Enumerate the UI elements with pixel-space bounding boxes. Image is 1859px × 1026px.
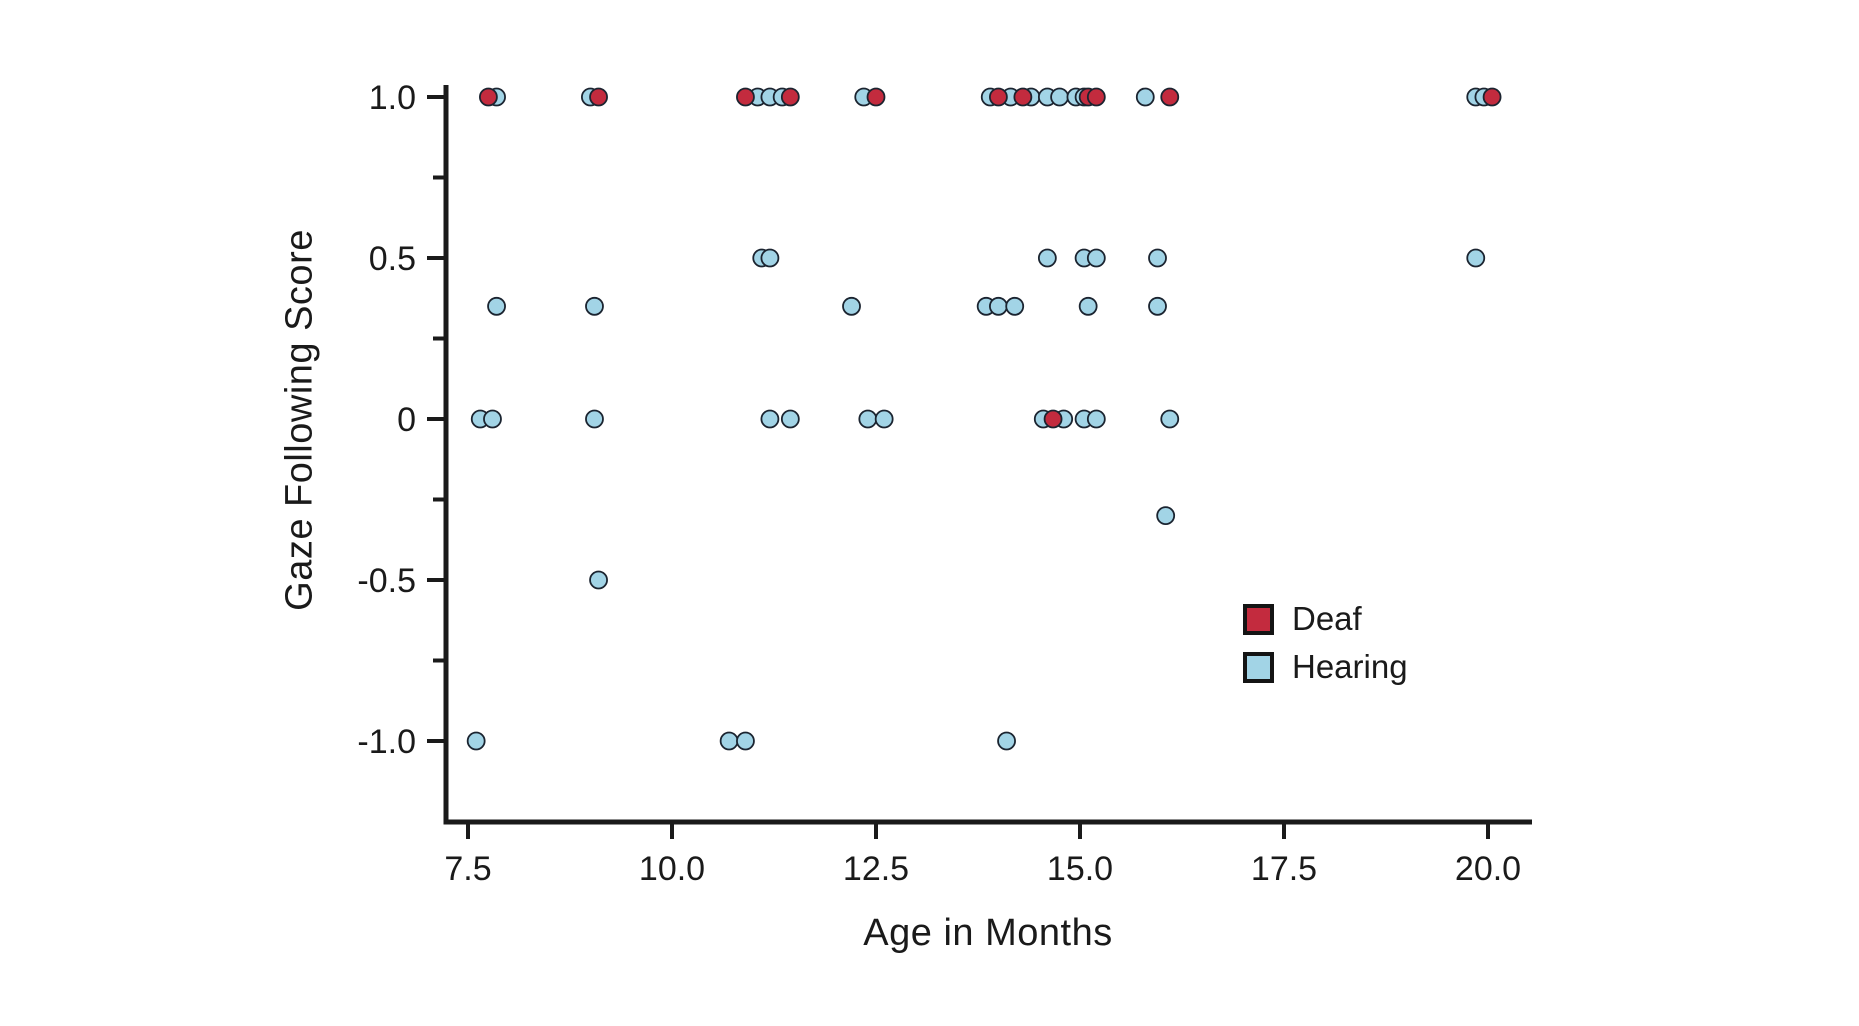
data-point-hearing bbox=[1078, 296, 1098, 316]
x-tick-label: 12.5 bbox=[843, 850, 909, 888]
y-tick-label: -1.0 bbox=[357, 723, 416, 761]
x-tick-label: 7.5 bbox=[444, 850, 491, 888]
data-point-deaf bbox=[1043, 409, 1063, 429]
data-point-deaf bbox=[1160, 87, 1180, 107]
legend-item-deaf: Deaf bbox=[1243, 600, 1408, 638]
data-point-hearing bbox=[585, 409, 604, 429]
data-point-hearing bbox=[780, 409, 800, 429]
data-point-hearing bbox=[1050, 87, 1069, 107]
legend-label-deaf: Deaf bbox=[1292, 600, 1362, 637]
axis-tick-labels: 7.5 10.0 12.5 15.0 17.5 20.0 1.0 0.5 0 -0.5 -1.0 bbox=[357, 79, 1521, 888]
x-tick-label: 17.5 bbox=[1251, 850, 1317, 888]
x-tick-label: 15.0 bbox=[1047, 850, 1113, 888]
data-point-hearing bbox=[1148, 248, 1167, 268]
x-tick-label: 10.0 bbox=[639, 850, 705, 888]
y-tick-label: 0.5 bbox=[369, 240, 416, 278]
data-point-hearing bbox=[1466, 248, 1486, 268]
data-point-hearing bbox=[487, 296, 506, 316]
data-point-hearing bbox=[1037, 248, 1057, 268]
data-point-deaf bbox=[1086, 87, 1106, 107]
deaf-swatch-icon bbox=[1243, 603, 1274, 635]
y-tick-label: 1.0 bbox=[369, 79, 416, 117]
data-point-deaf bbox=[780, 87, 800, 107]
data-point-hearing bbox=[589, 570, 608, 590]
data-point-hearing bbox=[858, 409, 878, 429]
data-points bbox=[466, 87, 1502, 751]
y-axis-title: Gaze Following Score bbox=[278, 229, 321, 611]
data-point-hearing bbox=[1005, 296, 1025, 316]
legend-item-hearing: Hearing bbox=[1243, 648, 1408, 686]
data-point-deaf bbox=[589, 87, 608, 107]
y-tick-label: 0 bbox=[397, 401, 416, 439]
data-point-hearing bbox=[989, 296, 1008, 316]
data-point-hearing bbox=[483, 409, 502, 429]
data-point-hearing bbox=[760, 409, 780, 429]
hearing-swatch-icon bbox=[1243, 651, 1274, 683]
data-point-hearing bbox=[1156, 506, 1176, 525]
data-point-hearing bbox=[1148, 296, 1167, 316]
data-point-hearing bbox=[997, 731, 1016, 751]
data-point-hearing bbox=[842, 296, 861, 316]
data-point-hearing bbox=[1135, 87, 1155, 107]
legend-label-hearing: Hearing bbox=[1292, 648, 1408, 685]
data-point-hearing bbox=[1160, 409, 1180, 429]
y-tick-label: -0.5 bbox=[357, 562, 416, 600]
data-point-hearing bbox=[1086, 248, 1106, 268]
data-point-hearing bbox=[1086, 409, 1106, 429]
x-tick-label: 20.0 bbox=[1455, 850, 1521, 888]
data-point-hearing bbox=[585, 296, 604, 316]
data-point-deaf bbox=[736, 87, 755, 107]
x-axis-title: Age in Months bbox=[863, 912, 1113, 954]
legend: Deaf Hearing bbox=[1243, 600, 1408, 686]
data-point-hearing bbox=[760, 248, 780, 268]
axis-ticks bbox=[427, 95, 1490, 839]
data-point-hearing bbox=[719, 731, 739, 751]
data-point-deaf bbox=[989, 87, 1008, 107]
data-point-deaf bbox=[1482, 87, 1502, 107]
data-point-deaf bbox=[1013, 87, 1033, 107]
data-point-hearing bbox=[466, 731, 486, 751]
data-point-hearing bbox=[736, 731, 755, 751]
data-point-deaf bbox=[866, 87, 886, 107]
data-point-deaf bbox=[478, 87, 498, 107]
data-point-hearing bbox=[874, 409, 894, 429]
